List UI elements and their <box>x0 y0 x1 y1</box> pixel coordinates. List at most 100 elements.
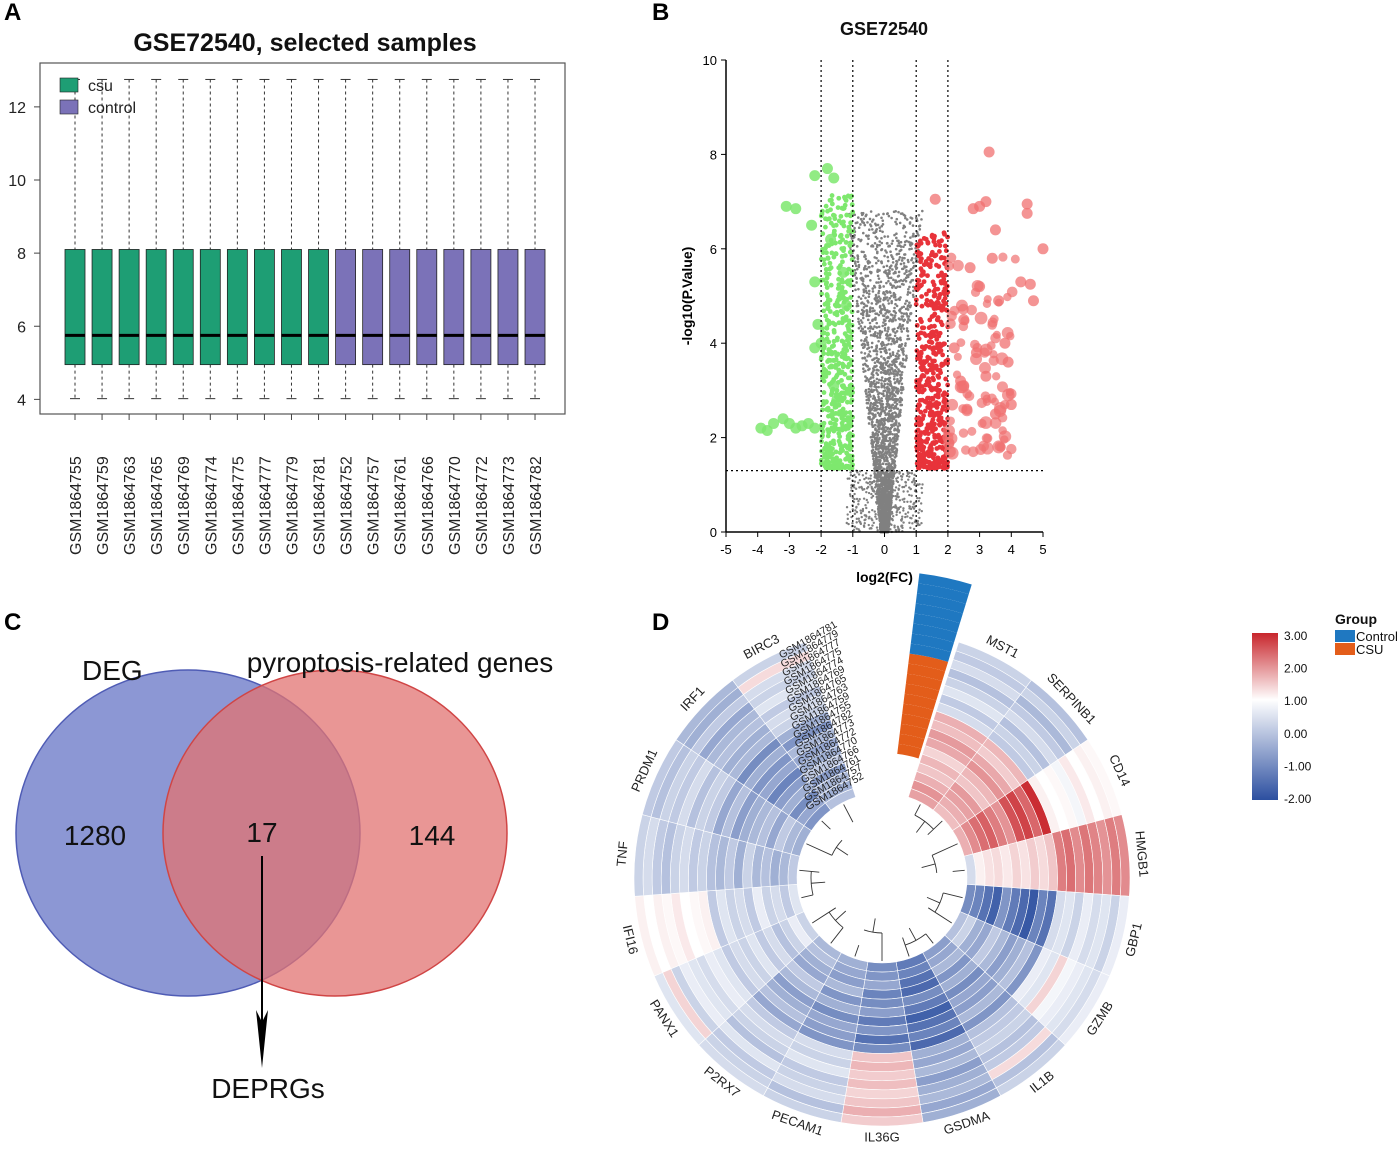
gray-point <box>888 333 892 337</box>
gray-point <box>909 487 912 491</box>
gray-point <box>857 481 860 485</box>
up-point <box>918 409 924 415</box>
down-point <box>824 275 830 281</box>
gray-point <box>904 342 907 345</box>
x-tick-label: -5 <box>720 542 732 557</box>
panel-label-a: A <box>4 0 21 26</box>
gray-point <box>883 457 886 460</box>
up-point-large <box>1001 388 1015 402</box>
gray-point <box>880 397 883 400</box>
gray-point <box>873 357 876 360</box>
gray-point <box>875 399 878 402</box>
gray-point <box>912 478 915 482</box>
gray-point <box>909 241 913 244</box>
x-tick-label: 4 <box>1008 542 1015 557</box>
gray-point <box>861 311 865 315</box>
gray-point <box>864 379 868 383</box>
gray-point <box>908 319 912 322</box>
gray-point <box>865 401 869 405</box>
dendrogram-branch <box>830 927 844 944</box>
gray-point <box>882 292 885 295</box>
gray-point <box>888 319 891 323</box>
gray-point <box>866 242 870 246</box>
gray-point <box>862 294 865 297</box>
gray-point <box>888 504 891 507</box>
up-point <box>942 281 947 286</box>
down-point <box>833 449 839 455</box>
down-point <box>846 326 851 332</box>
gray-point <box>893 295 897 299</box>
gray-point <box>874 427 877 430</box>
up-point-large <box>1021 207 1033 219</box>
gray-point <box>874 448 878 451</box>
color-scale-label: -2.00 <box>1284 792 1312 806</box>
x-tick-label: GSM1864759 <box>95 456 112 555</box>
down-point <box>828 265 834 271</box>
up-point <box>927 317 933 323</box>
gray-point <box>876 479 880 483</box>
y-tick-label: 10 <box>8 173 26 190</box>
gray-point <box>874 293 878 297</box>
dendrogram-branch <box>914 804 921 816</box>
up-point-large <box>989 417 1002 429</box>
down-point <box>848 282 853 288</box>
gray-point <box>892 406 896 410</box>
gray-point <box>912 527 916 531</box>
gray-point <box>890 506 894 509</box>
gray-point <box>867 237 870 241</box>
up-point <box>942 272 948 278</box>
gray-point <box>869 210 873 213</box>
down-point <box>830 426 836 432</box>
gray-point <box>871 433 875 437</box>
up-point <box>941 230 947 236</box>
down-point <box>849 257 855 262</box>
gray-point <box>853 213 857 217</box>
gray-point <box>866 501 870 504</box>
legend-label: csu <box>88 78 113 95</box>
heatmap-cell <box>866 961 898 973</box>
up-point <box>934 262 939 268</box>
up-point <box>930 358 936 364</box>
gray-point <box>857 503 860 506</box>
gray-point <box>888 363 892 366</box>
gray-point <box>883 511 887 515</box>
gray-point <box>878 398 881 402</box>
gray-point <box>876 475 879 479</box>
down-point <box>836 438 842 444</box>
up-point <box>942 456 948 461</box>
up-point-large <box>1010 254 1020 264</box>
down-point <box>824 407 830 412</box>
gray-point <box>907 303 910 307</box>
dendrogram-branch <box>843 804 854 823</box>
up-point <box>914 416 920 421</box>
gray-point <box>911 224 915 227</box>
gray-point <box>874 451 878 455</box>
up-point-large <box>948 342 960 354</box>
gray-point <box>891 353 895 356</box>
gray-point <box>920 521 923 525</box>
gray-point <box>863 337 867 341</box>
up-point <box>929 302 935 308</box>
gray-point <box>886 235 890 238</box>
down-point <box>842 194 847 200</box>
gray-point <box>866 341 870 345</box>
gray-point <box>871 494 875 498</box>
gray-point <box>874 443 878 446</box>
up-point <box>935 286 941 292</box>
gray-point <box>866 355 869 358</box>
gray-point <box>890 412 894 416</box>
gray-point <box>867 523 870 527</box>
gray-point <box>861 231 865 235</box>
gray-point <box>895 329 899 333</box>
gray-point <box>859 217 863 221</box>
gray-point <box>869 376 873 379</box>
dendrogram-branch <box>908 927 917 941</box>
up-point-large <box>981 442 994 455</box>
gray-point <box>875 302 878 306</box>
gray-point <box>876 498 880 502</box>
gray-point <box>880 241 884 245</box>
gray-point <box>899 327 903 331</box>
gray-point <box>908 285 911 289</box>
down-point-large <box>812 318 824 330</box>
gray-point <box>889 439 892 443</box>
